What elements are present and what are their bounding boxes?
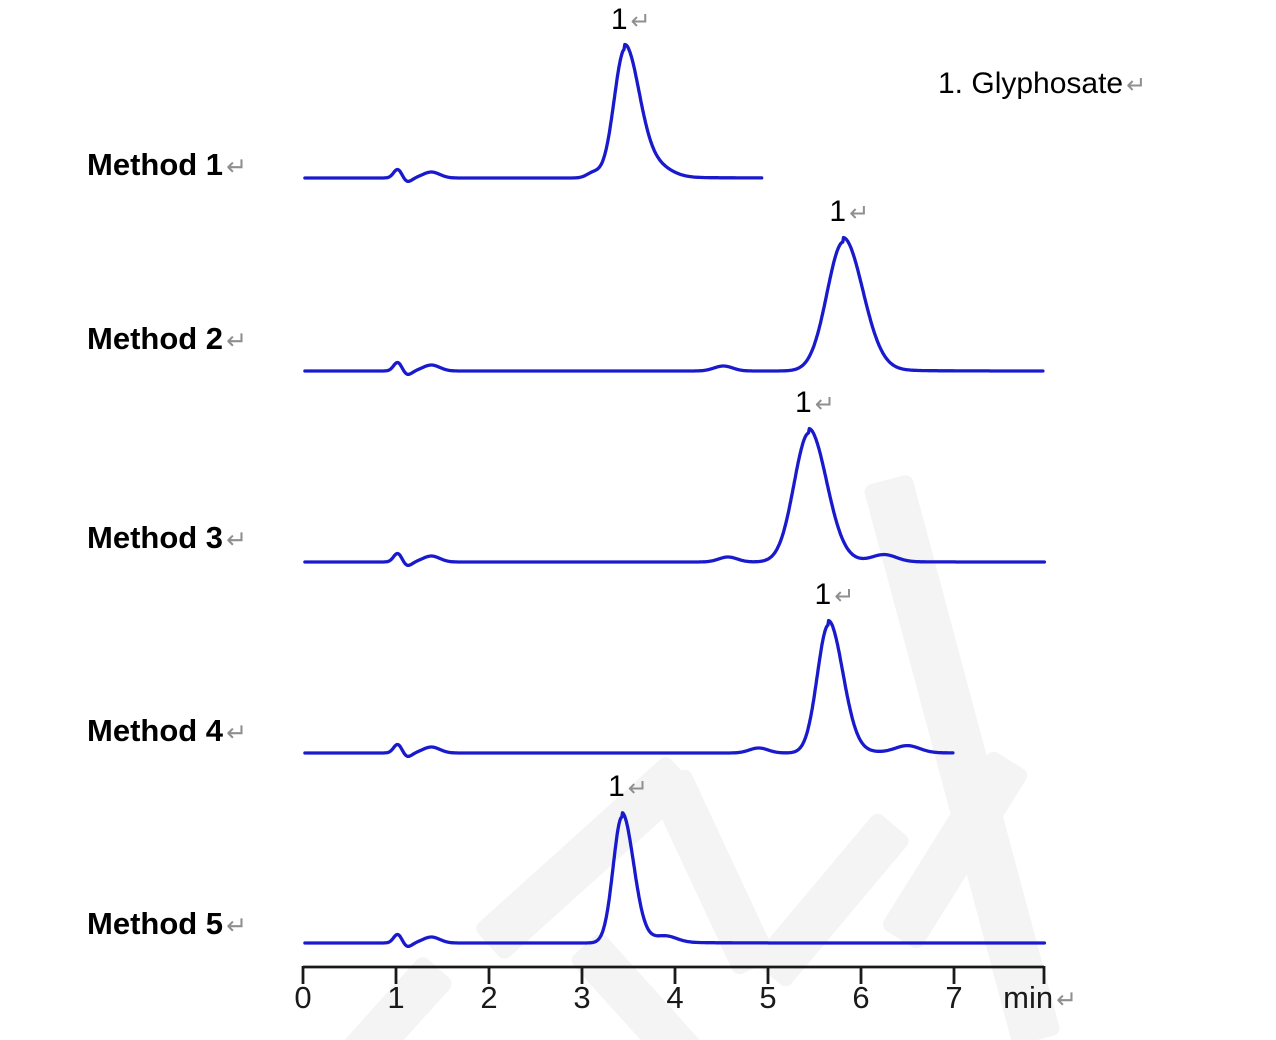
peak-number: 1 <box>608 770 625 803</box>
peak-annotation: 1 ↵ <box>795 387 835 421</box>
x-tick-label-3: 3 <box>573 980 591 1015</box>
legend: 1. Glyphosate ↵ <box>938 66 1146 104</box>
x-tick-label-0: 0 <box>294 980 312 1015</box>
method-1-label: Method 1 ↵ <box>87 147 247 186</box>
trace-method-2 <box>303 235 1045 376</box>
return-mark-icon: ↵ <box>630 8 651 35</box>
return-mark-icon: ↵ <box>627 775 648 802</box>
peak-annotation: 1 ↵ <box>611 4 651 38</box>
peak-annotation: 1 ↵ <box>608 771 648 805</box>
x-tick-label-1: 1 <box>387 980 405 1015</box>
peak-number: 1 <box>829 195 847 228</box>
method-5-label: Method 5 ↵ <box>87 906 247 945</box>
trace-method-1 <box>303 42 764 183</box>
return-mark-icon: ↵ <box>226 154 247 181</box>
legend-text: 1. Glyphosate <box>938 67 1124 100</box>
x-tick-label-5: 5 <box>759 980 777 1015</box>
axis-unit-text: min <box>1003 980 1054 1015</box>
method-label-text: Method 4 <box>87 713 224 748</box>
method-label-text: Method 1 <box>87 147 224 182</box>
return-mark-icon: ↵ <box>226 913 247 940</box>
trace-method-5 <box>303 811 1047 948</box>
peak-number: 1 <box>610 3 628 36</box>
x-tick-label-4: 4 <box>666 980 684 1015</box>
return-mark-icon: ↵ <box>834 583 855 610</box>
x-tick-label-6: 6 <box>852 980 870 1015</box>
return-mark-icon: ↵ <box>226 720 247 747</box>
return-mark-icon: ↵ <box>814 391 835 418</box>
trace-method-4 <box>303 618 955 758</box>
return-mark-icon: ↵ <box>226 328 247 355</box>
trace-method-3 <box>303 426 1047 567</box>
return-mark-icon: ↵ <box>1126 72 1147 99</box>
method-label-text: Method 5 <box>87 906 224 941</box>
method-2-label: Method 2 ↵ <box>87 321 247 360</box>
x-axis <box>301 965 1046 984</box>
peak-annotation: 1 ↵ <box>815 579 855 613</box>
return-mark-icon: ↵ <box>1056 987 1077 1014</box>
method-4-label: Method 4 ↵ <box>87 713 247 752</box>
traces-group <box>303 42 1047 948</box>
return-mark-icon: ↵ <box>226 527 247 554</box>
x-tick-label-2: 2 <box>480 980 498 1015</box>
peak-annotation: 1 ↵ <box>829 196 869 230</box>
method-3-label: Method 3 ↵ <box>87 520 247 559</box>
method-label-text: Method 3 <box>87 520 224 555</box>
x-tick-label-7: 7 <box>945 980 963 1015</box>
return-mark-icon: ↵ <box>849 200 870 227</box>
peak-number: 1 <box>814 578 832 611</box>
peak-number: 1 <box>795 386 812 419</box>
method-label-text: Method 2 <box>87 321 224 356</box>
x-axis-unit-label: min ↵ <box>1003 982 1077 1017</box>
